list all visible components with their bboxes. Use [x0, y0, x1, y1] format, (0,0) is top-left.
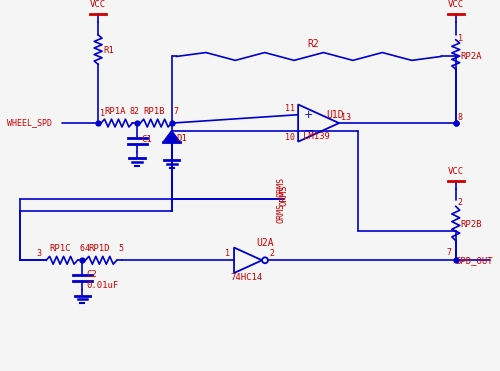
Text: 11: 11 — [285, 104, 295, 113]
Text: 1: 1 — [225, 249, 230, 258]
Text: 10: 10 — [285, 133, 295, 142]
Text: C1: C1 — [141, 135, 152, 144]
Text: 0.01uF: 0.01uF — [86, 281, 118, 290]
Text: WHEEL_SPD: WHEEL_SPD — [7, 119, 52, 128]
Text: 7: 7 — [174, 107, 178, 116]
Text: +: + — [304, 110, 314, 120]
Text: VCC: VCC — [90, 0, 106, 9]
Text: 1: 1 — [458, 34, 462, 43]
Text: RP2A: RP2A — [460, 52, 482, 61]
Text: −: − — [304, 125, 314, 138]
Text: RP1B: RP1B — [143, 107, 165, 116]
Text: 7: 7 — [447, 248, 452, 257]
Text: U1D: U1D — [326, 110, 344, 120]
Text: 2: 2 — [270, 249, 275, 258]
Text: 13: 13 — [341, 113, 351, 122]
Text: 5: 5 — [118, 244, 124, 253]
Text: VCC: VCC — [448, 0, 464, 9]
Text: R2: R2 — [308, 39, 320, 49]
Text: LM139: LM139 — [303, 132, 330, 141]
Text: 6: 6 — [80, 244, 84, 253]
Text: C2: C2 — [86, 270, 97, 279]
Text: VCC: VCC — [448, 167, 464, 176]
Text: 2: 2 — [458, 198, 462, 207]
Text: 8: 8 — [458, 113, 462, 122]
Text: U2A: U2A — [256, 238, 274, 247]
Text: RP1C: RP1C — [49, 244, 70, 253]
Text: D1: D1 — [176, 134, 188, 143]
Polygon shape — [164, 131, 180, 141]
Text: SPD_OUT: SPD_OUT — [456, 256, 493, 265]
Text: 82: 82 — [130, 107, 140, 116]
Text: 1: 1 — [100, 109, 105, 118]
Text: RP2B: RP2B — [460, 220, 482, 229]
Text: RP1D: RP1D — [88, 244, 110, 253]
Text: R1: R1 — [103, 46, 114, 55]
Text: 3: 3 — [36, 249, 42, 258]
Text: 74HC14: 74HC14 — [230, 273, 262, 282]
Text: ORMS: ORMS — [280, 185, 289, 206]
Text: ORMS: ORMS — [277, 203, 286, 223]
Text: 4: 4 — [84, 244, 89, 253]
Text: ORMS: ORMS — [277, 177, 286, 197]
Text: RP1A: RP1A — [104, 107, 126, 116]
